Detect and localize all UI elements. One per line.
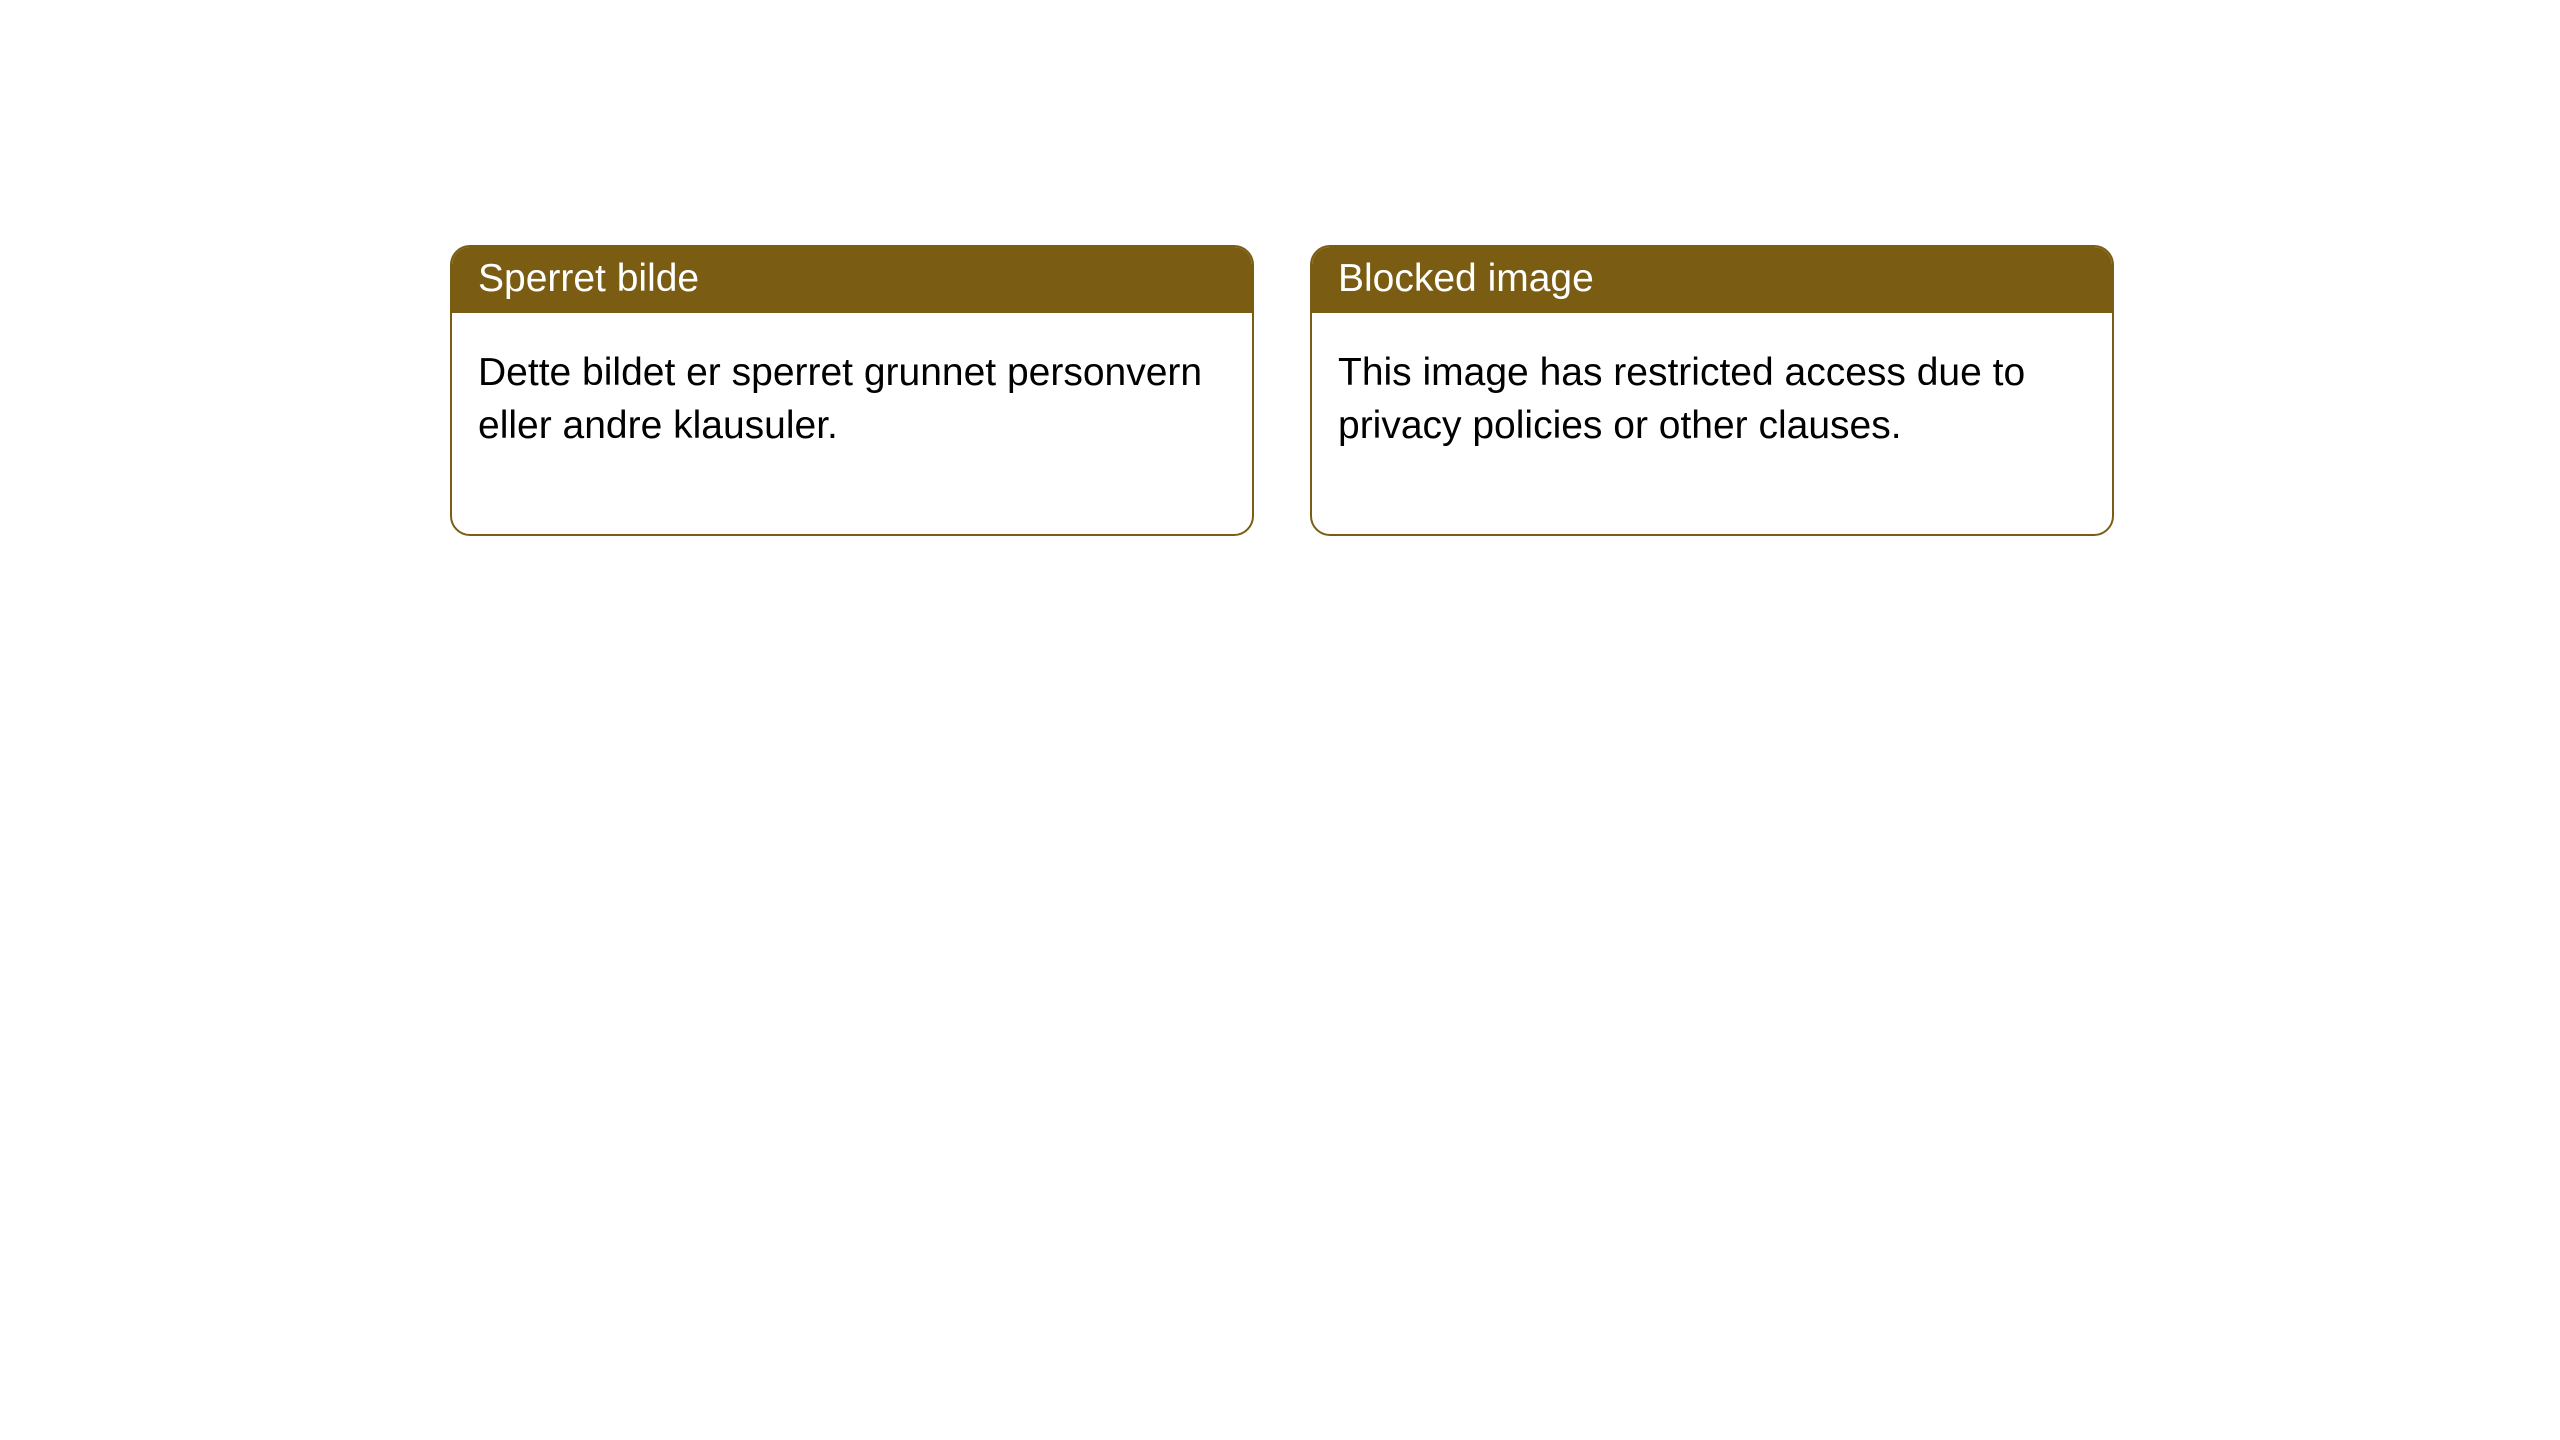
card-header-en: Blocked image: [1312, 247, 2112, 313]
card-body-en: This image has restricted access due to …: [1312, 313, 2112, 534]
card-header-no: Sperret bilde: [452, 247, 1252, 313]
card-body-no: Dette bildet er sperret grunnet personve…: [452, 313, 1252, 534]
blocked-image-card-no: Sperret bilde Dette bildet er sperret gr…: [450, 245, 1254, 536]
notice-container: Sperret bilde Dette bildet er sperret gr…: [0, 0, 2560, 536]
blocked-image-card-en: Blocked image This image has restricted …: [1310, 245, 2114, 536]
